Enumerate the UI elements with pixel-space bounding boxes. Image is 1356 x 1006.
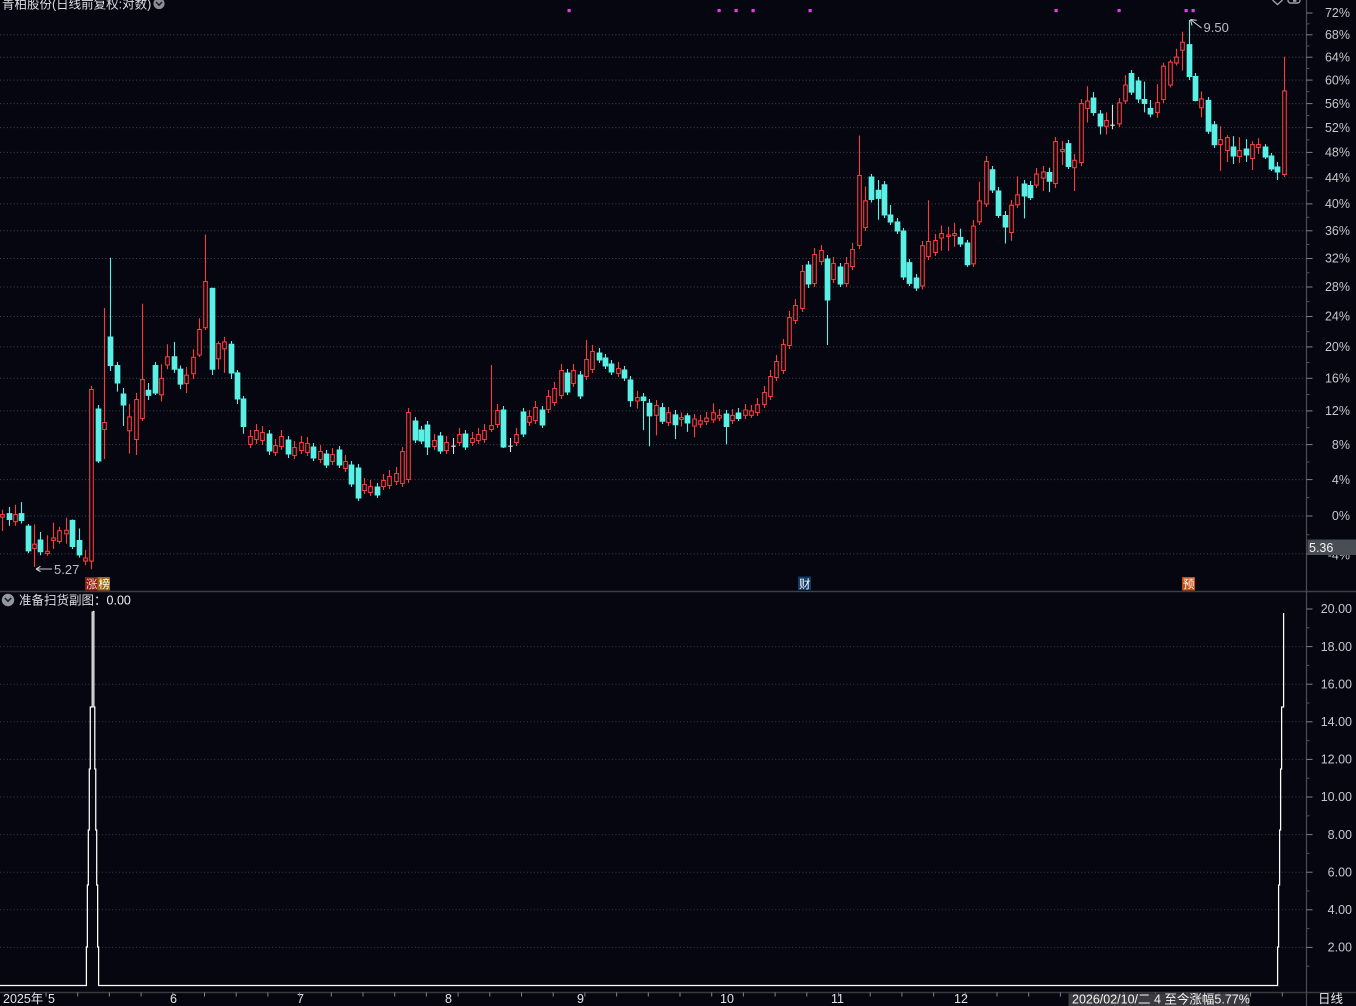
svg-text:9.50: 9.50 — [1204, 20, 1229, 35]
svg-text:日线: 日线 — [1318, 992, 1344, 1006]
svg-text:榜: 榜 — [99, 577, 111, 591]
svg-text:2.00: 2.00 — [1328, 941, 1352, 955]
svg-text:4%: 4% — [1332, 473, 1350, 487]
svg-text:准备扫货副图：0.00: 准备扫货副图：0.00 — [19, 593, 131, 608]
svg-text:9: 9 — [577, 992, 584, 1006]
svg-text:44%: 44% — [1325, 171, 1350, 185]
svg-text:12.00: 12.00 — [1321, 753, 1352, 767]
svg-text:16%: 16% — [1325, 372, 1350, 386]
svg-text:24%: 24% — [1325, 310, 1350, 324]
svg-text:36%: 36% — [1325, 224, 1350, 238]
svg-text:涨: 涨 — [86, 578, 98, 591]
svg-text:财: 财 — [799, 577, 811, 591]
svg-text:2026/02/10/二 4 至今涨幅5.77%: 2026/02/10/二 4 至今涨幅5.77% — [1072, 992, 1250, 1006]
svg-text:72%: 72% — [1325, 6, 1350, 20]
svg-text:60%: 60% — [1325, 73, 1350, 87]
svg-text:10: 10 — [720, 992, 734, 1006]
svg-text:8.00: 8.00 — [1328, 828, 1352, 842]
svg-text:52%: 52% — [1325, 121, 1350, 135]
svg-text:10.00: 10.00 — [1321, 790, 1352, 804]
svg-text:2025年: 2025年 — [3, 992, 43, 1006]
svg-text:14.00: 14.00 — [1321, 715, 1352, 729]
svg-text:5.27: 5.27 — [54, 562, 79, 577]
svg-text:预: 预 — [1183, 578, 1195, 591]
svg-text:12%: 12% — [1325, 404, 1350, 418]
svg-text:64%: 64% — [1325, 50, 1350, 64]
svg-text:11: 11 — [831, 992, 844, 1006]
svg-text:7: 7 — [297, 992, 304, 1006]
svg-text:8: 8 — [445, 992, 452, 1006]
svg-text:56%: 56% — [1325, 97, 1350, 111]
svg-text:32%: 32% — [1325, 252, 1350, 266]
svg-text:8%: 8% — [1332, 438, 1350, 452]
svg-text:16.00: 16.00 — [1321, 677, 1352, 691]
svg-text:12: 12 — [954, 992, 968, 1006]
svg-text:青柏股份(日线前复权:对数): 青柏股份(日线前复权:对数) — [2, 0, 151, 12]
svg-text:28%: 28% — [1325, 280, 1350, 294]
svg-text:40%: 40% — [1325, 197, 1350, 211]
svg-text:4.00: 4.00 — [1328, 903, 1352, 917]
svg-text:18.00: 18.00 — [1321, 640, 1352, 654]
svg-text:5: 5 — [48, 992, 55, 1006]
svg-text:48%: 48% — [1325, 146, 1350, 160]
svg-text:5.36: 5.36 — [1309, 541, 1333, 555]
svg-text:68%: 68% — [1325, 28, 1350, 42]
svg-text:6: 6 — [170, 992, 177, 1006]
svg-text:6.00: 6.00 — [1328, 865, 1352, 879]
svg-text:20.00: 20.00 — [1321, 602, 1352, 616]
svg-text:0%: 0% — [1332, 509, 1350, 523]
svg-text:20%: 20% — [1325, 340, 1350, 354]
